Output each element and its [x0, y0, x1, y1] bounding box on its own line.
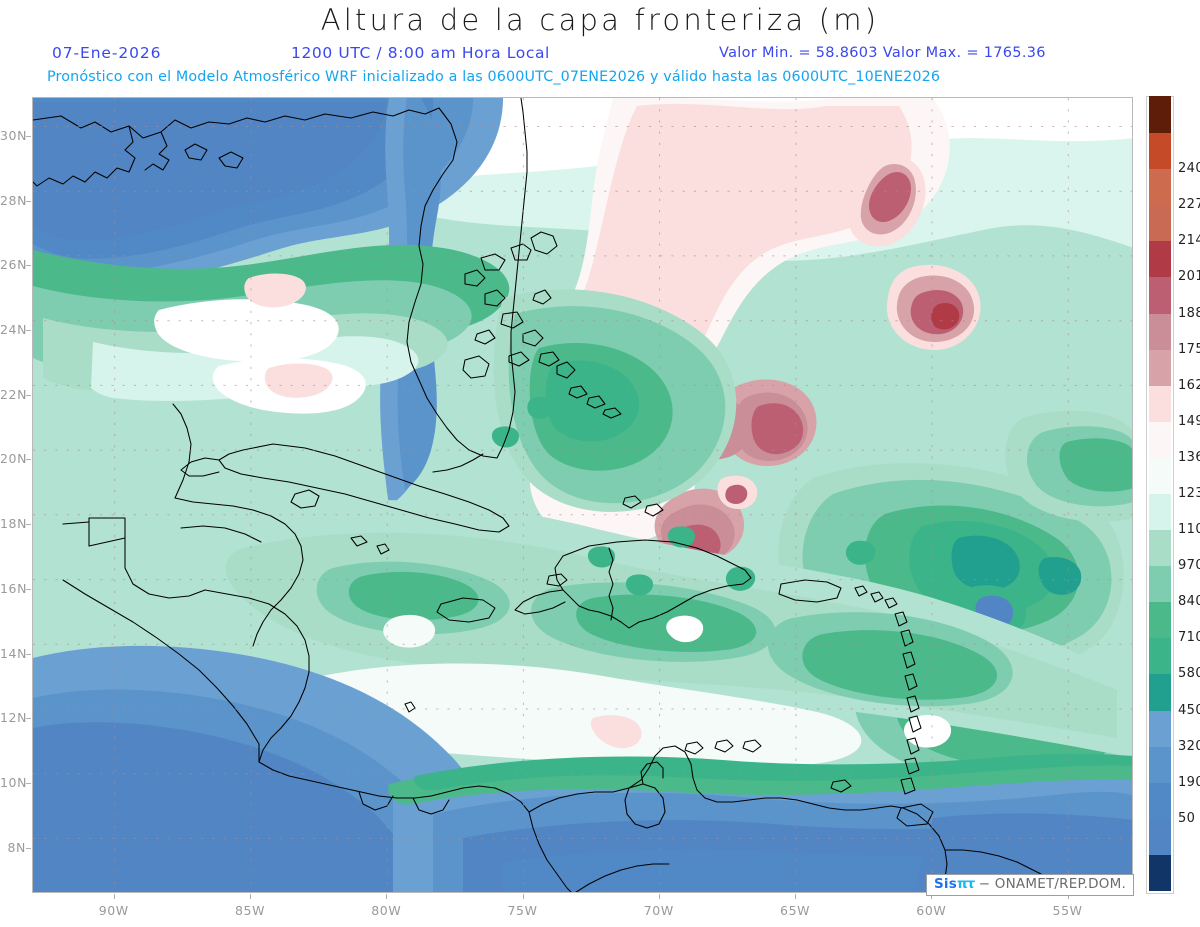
x-tick-label: 90W — [98, 903, 129, 918]
colorbar-band — [1149, 240, 1171, 278]
watermark-onamet: Sisπτ − ONAMET/REP.DOM. — [926, 874, 1134, 896]
colorbar-band — [1149, 457, 1171, 494]
colorbar[interactable] — [1146, 96, 1174, 894]
colorbar-band — [1149, 132, 1171, 170]
colorbar-band — [1149, 637, 1171, 675]
colorbar-band — [1149, 529, 1171, 567]
x-tick-mark — [522, 894, 524, 899]
colorbar-tick-label: 1360 — [1178, 449, 1200, 465]
y-tick-label: 16N — [0, 580, 28, 596]
colorbar-tick-label: 2140 — [1178, 233, 1200, 249]
watermark-sis: Sis — [934, 876, 957, 892]
y-tick-mark — [26, 847, 31, 849]
colorbar-tick-label: 1880 — [1178, 305, 1200, 321]
watermark-tt: πτ — [957, 876, 975, 892]
x-tick-label: 65W — [780, 903, 811, 918]
colorbar-band — [1149, 601, 1171, 639]
y-tick-label: 28N — [0, 192, 28, 208]
y-tick-mark — [26, 524, 31, 526]
colorbar-tick-label: 50 — [1178, 810, 1196, 826]
model-description: Pronóstico con el Modelo Atmosférico WRF… — [47, 69, 941, 85]
x-tick-mark — [1067, 894, 1069, 899]
x-tick-label: 75W — [507, 903, 538, 918]
colorbar-tick-label: 2010 — [1178, 269, 1200, 285]
colorbar-band — [1149, 421, 1171, 458]
colorbar-tick-label: 840 — [1178, 594, 1200, 610]
x-tick-label: 70W — [643, 903, 674, 918]
min-max-values: Valor Min. = 58.8603 Valor Max. = 1765.3… — [719, 45, 1046, 61]
x-tick-mark — [113, 894, 115, 899]
forecast-date: 07-Ene-2026 — [52, 44, 162, 62]
y-tick-label: 24N — [0, 321, 28, 337]
x-tick-mark — [250, 894, 252, 899]
y-tick-mark — [26, 588, 31, 590]
y-tick-mark — [26, 200, 31, 202]
colorbar-band — [1149, 276, 1171, 314]
colorbar-tick-label: 1230 — [1178, 486, 1200, 501]
colorbar-band — [1149, 349, 1171, 386]
colorbar-tick-label: 2400 — [1178, 161, 1200, 177]
colorbar-tick-label: 1750 — [1178, 341, 1200, 357]
y-tick-label: 10N — [0, 774, 28, 790]
x-tick-mark — [386, 894, 388, 899]
colorbar-band — [1149, 312, 1171, 350]
colorbar-tick-label: 1490 — [1178, 413, 1200, 429]
y-tick-mark — [26, 135, 31, 137]
colorbar-band — [1149, 818, 1171, 855]
x-tick-label: 60W — [916, 903, 947, 918]
x-tick-label: 55W — [1052, 903, 1083, 918]
colorbar-band — [1149, 385, 1171, 422]
x-tick-mark — [795, 894, 797, 899]
contour-map — [33, 98, 1132, 892]
forecast-time: 1200 UTC / 8:00 am Hora Local — [291, 44, 550, 62]
colorbar-band — [1149, 673, 1171, 711]
y-tick-mark — [26, 653, 31, 655]
y-tick-label: 14N — [0, 645, 28, 661]
colorbar-band — [1149, 96, 1171, 134]
x-tick-mark — [658, 894, 660, 899]
colorbar-band — [1149, 565, 1171, 603]
y-tick-label: 26N — [0, 257, 28, 273]
y-tick-label: 20N — [0, 451, 28, 467]
x-tick-label: 80W — [371, 903, 402, 918]
y-tick-mark — [26, 265, 31, 267]
y-tick-mark — [26, 782, 31, 784]
colorbar-bands — [1149, 96, 1171, 891]
colorbar-tick-label: 970 — [1178, 558, 1200, 574]
y-tick-label: 22N — [0, 386, 28, 402]
x-tick-mark — [931, 894, 933, 899]
colorbar-band — [1149, 204, 1171, 242]
y-tick-mark — [26, 459, 31, 461]
page-title: Altura de la capa fronteriza (m) — [320, 3, 880, 37]
colorbar-tick-label: 1100 — [1178, 522, 1200, 538]
y-tick-mark — [26, 329, 31, 331]
colorbar-band — [1149, 854, 1171, 891]
watermark-agency: − ONAMET/REP.DOM. — [978, 876, 1126, 892]
y-tick-label: 12N — [0, 710, 28, 726]
y-tick-label: 30N — [0, 127, 28, 143]
colorbar-band — [1149, 168, 1171, 206]
colorbar-band — [1149, 782, 1171, 819]
colorbar-tick-label: 320 — [1178, 738, 1200, 754]
y-tick-label: 18N — [0, 516, 28, 532]
colorbar-band — [1149, 709, 1171, 747]
colorbar-tick-label: 2270 — [1178, 197, 1200, 213]
colorbar-band — [1149, 493, 1171, 531]
map-plot-area[interactable] — [32, 97, 1133, 893]
colorbar-tick-label: 1620 — [1178, 377, 1200, 393]
x-tick-label: 85W — [234, 903, 266, 918]
colorbar-band — [1149, 746, 1171, 783]
y-tick-mark — [26, 394, 31, 396]
y-tick-label: 8N — [7, 839, 26, 855]
colorbar-tick-label: 450 — [1178, 702, 1200, 718]
colorbar-tick-label: 710 — [1178, 630, 1200, 646]
colorbar-tick-label: 580 — [1178, 666, 1200, 682]
y-tick-mark — [26, 718, 31, 720]
colorbar-tick-label: 190 — [1178, 774, 1200, 790]
